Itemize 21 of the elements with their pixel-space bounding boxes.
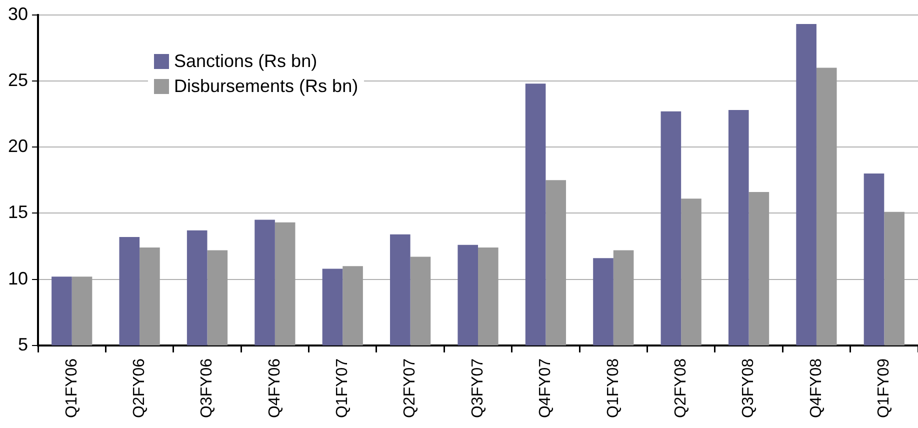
x-tick-label: Q3FY08 bbox=[740, 358, 758, 418]
y-tick-label: 30 bbox=[8, 4, 28, 24]
y-tick-label: 10 bbox=[8, 268, 28, 288]
x-tick-label: Q4FY08 bbox=[808, 358, 825, 418]
x-tick-label: Q1FY09 bbox=[876, 358, 893, 418]
y-tick-label: 5 bbox=[18, 334, 28, 354]
y-tick-label: 20 bbox=[8, 136, 28, 156]
legend-label: Disbursements (Rs bn) bbox=[174, 76, 358, 97]
x-tick-label: Q2FY07 bbox=[402, 358, 419, 418]
x-tick-label: Q2FY06 bbox=[130, 358, 148, 418]
x-tick-label: Q3FY07 bbox=[469, 358, 486, 418]
y-tick-label: 25 bbox=[8, 70, 28, 90]
y-tick-label: 15 bbox=[8, 202, 28, 222]
x-tick-label: Q1FY06 bbox=[63, 358, 80, 418]
x-tick-label: Q4FY06 bbox=[266, 358, 284, 418]
x-tick-label: Q1FY07 bbox=[334, 358, 352, 418]
x-tick-label: Q3FY06 bbox=[198, 358, 216, 418]
legend-label: Sanctions (Rs bn) bbox=[174, 50, 318, 72]
x-tick-label: Q4FY07 bbox=[537, 358, 554, 418]
x-tick-label: Q2FY08 bbox=[672, 358, 690, 418]
x-tick-label: Q1FY08 bbox=[604, 358, 622, 418]
